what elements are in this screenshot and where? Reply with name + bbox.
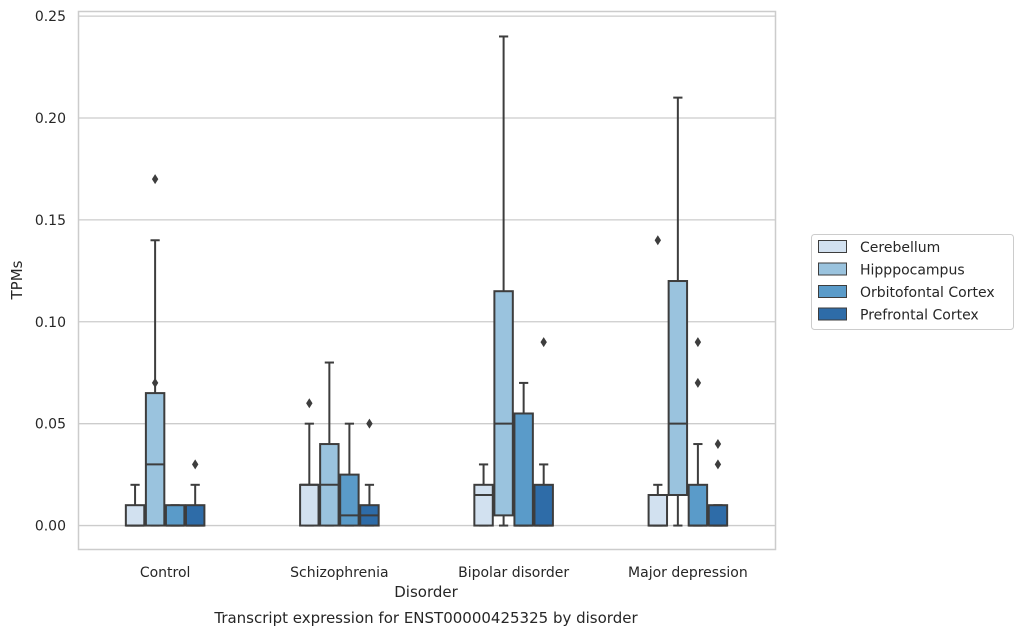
box-element <box>319 361 340 527</box>
outlier-point <box>694 337 702 348</box>
legend-frame <box>811 234 1014 330</box>
box-element <box>667 96 689 527</box>
box-iqr <box>144 392 166 527</box>
boxes <box>124 35 729 527</box>
legend-swatch <box>818 285 847 298</box>
outlier-point <box>366 418 373 429</box>
outlier-point <box>151 377 159 388</box>
box-iqr <box>493 290 514 517</box>
box-iqr <box>707 504 729 527</box>
box-element <box>707 439 729 527</box>
box-iqr <box>164 504 186 527</box>
legend: Cerebellum Hipppocampus Orbitofontal Corte… <box>811 234 1014 330</box>
outlier-point <box>540 337 547 348</box>
y-tick-label: 0.10 <box>35 315 66 331</box>
box-element <box>164 504 186 527</box>
x-tick-labels: Control Schizophrenia Bipolar disorder Majo… <box>140 565 748 581</box>
y-axis-label: TPMs <box>8 260 26 300</box>
box-iqr <box>184 504 206 527</box>
plot-frame <box>77 10 777 551</box>
y-tick-label: 0.25 <box>35 9 66 25</box>
outlier-point <box>191 459 199 470</box>
legend-label: Prefrontal Cortex <box>860 308 979 324</box>
legend-swatch <box>818 307 847 321</box>
y-tick-label: 0.05 <box>35 417 66 433</box>
legend-swatch <box>818 262 847 276</box>
chart-caption: Transcript expression for ENST0000042532… <box>213 609 638 627</box>
box-iqr <box>124 504 146 527</box>
box-iqr <box>667 280 689 496</box>
box-element <box>184 459 206 527</box>
y-tick-label: 0.00 <box>35 519 66 535</box>
box-iqr <box>647 493 669 527</box>
outlier-point <box>151 174 159 185</box>
y-tick-labels: 0.00 0.05 0.10 0.15 0.20 0.25 <box>35 9 66 534</box>
x-axis-label: Disorder <box>394 583 458 601</box>
box-element <box>299 398 320 527</box>
box-element <box>513 381 534 527</box>
box-element <box>359 418 380 527</box>
box-iqr <box>339 473 360 527</box>
outlier-point <box>654 235 662 246</box>
y-tick-label: 0.15 <box>35 213 66 229</box>
box-iqr <box>533 483 554 527</box>
box-element <box>687 337 709 527</box>
y-tick-label: 0.20 <box>35 111 66 127</box>
x-tick-label: Schizophrenia <box>290 565 388 581</box>
legend-label: Hipppocampus <box>860 263 965 279</box>
legend-label: Cerebellum <box>860 240 940 256</box>
x-tick-label: Major depression <box>628 565 748 581</box>
box-iqr <box>513 412 534 527</box>
box-iqr <box>687 483 709 527</box>
box-element <box>339 422 360 527</box>
x-tick-label: Bipolar disorder <box>458 565 569 581</box>
box-element <box>473 463 494 527</box>
box-iqr <box>299 483 320 527</box>
box-element <box>144 174 166 527</box>
outlier-point <box>714 439 722 450</box>
box-element <box>493 35 514 527</box>
box-element <box>647 235 669 527</box>
box-element <box>533 337 554 527</box>
outlier-point <box>714 459 722 470</box>
outlier-point <box>694 377 702 388</box>
legend-swatch <box>818 240 847 253</box>
legend-label: Orbitofontal Cortex <box>860 285 995 301</box>
box-iqr <box>473 483 494 527</box>
box-element <box>124 483 146 527</box>
x-tick-label: Control <box>140 565 191 581</box>
outlier-point <box>306 398 313 409</box>
